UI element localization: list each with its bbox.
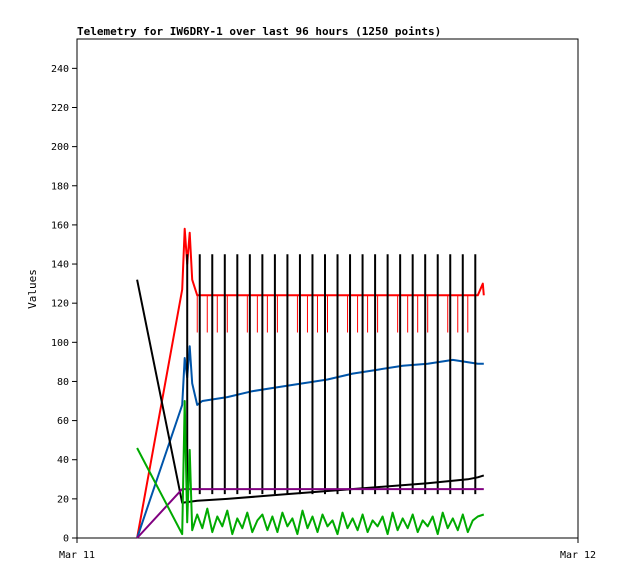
- y-tick-label: 240: [51, 64, 69, 75]
- y-axis: 0 20 40 60 80 100 120 140 160 180 200 220 240: [51, 64, 77, 545]
- y-axis-label: Values: [26, 269, 39, 309]
- y-tick-label: 0: [63, 534, 69, 545]
- series-3: [136, 254, 485, 504]
- y-tick-label: 120: [51, 299, 69, 310]
- y-tick-label: 40: [57, 455, 69, 466]
- y-tick-label: 180: [51, 181, 69, 192]
- y-tick-label: 160: [51, 220, 69, 231]
- plot-frame: [76, 38, 579, 539]
- y-tick-label: 220: [51, 103, 69, 114]
- series-line: [136, 227, 485, 539]
- y-tick-label: 80: [57, 377, 69, 388]
- x-tick-label: Mar 12: [560, 550, 596, 561]
- y-tick-label: 100: [51, 338, 69, 349]
- y-tick-label: 200: [51, 142, 69, 153]
- x-tick-label: Mar 11: [59, 550, 95, 561]
- series-line: [136, 488, 484, 539]
- x-axis: Mar 11 Mar 12: [59, 538, 596, 561]
- series-2: [136, 345, 484, 539]
- series-layer: [136, 227, 485, 539]
- series-5: [136, 400, 485, 536]
- series-1: [136, 227, 485, 539]
- y-tick-label: 20: [57, 494, 69, 505]
- series-4: [136, 488, 484, 539]
- series-line: [136, 400, 485, 536]
- y-tick-label: 140: [51, 260, 69, 271]
- chart-title: Telemetry for IW6DRY-1 over last 96 hour…: [77, 25, 441, 38]
- series-line: [136, 345, 484, 539]
- y-tick-label: 60: [57, 416, 69, 427]
